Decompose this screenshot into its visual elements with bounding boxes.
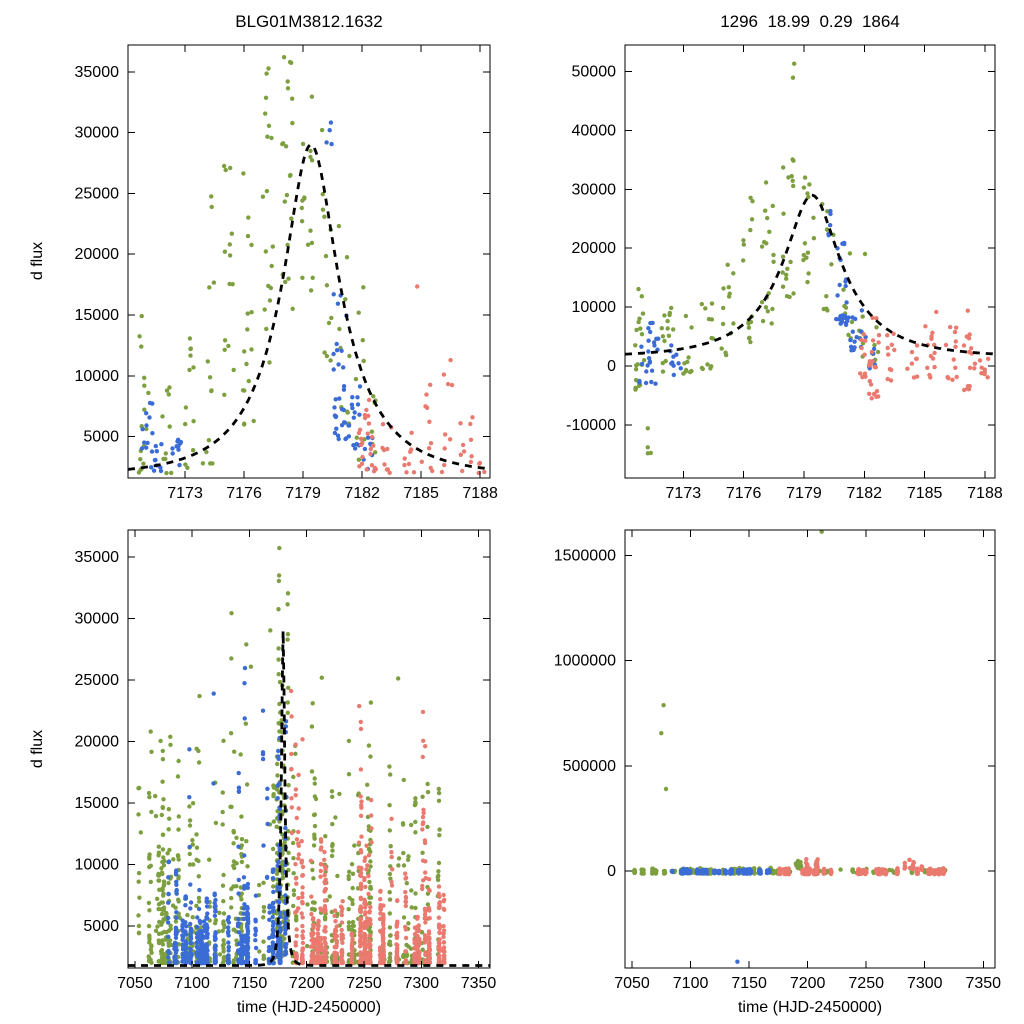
tick-labels: 7050 7100 7150 7200 7250 7300 7350 0 500000 10000… xyxy=(554,547,1001,992)
x-tick-label: 7250 xyxy=(346,975,382,992)
y-tick-label: 5000 xyxy=(83,918,119,935)
x-tick-label: 7150 xyxy=(731,975,767,992)
tick-labels: 7173 7176 7179 7182 7185 7188 -10000 0 10000 2000… xyxy=(566,64,1003,502)
y-tick-label: 50000 xyxy=(572,64,617,81)
x-tick-label: 7100 xyxy=(174,975,210,992)
x-tick-label: 7179 xyxy=(786,485,822,502)
x-tick-label: 7188 xyxy=(462,485,498,502)
x-tick-label: 7173 xyxy=(666,485,702,502)
scatter-points xyxy=(136,545,447,966)
x-tick-label: 7200 xyxy=(289,975,325,992)
x-axis-label-time-right: time (HJD-2450000) xyxy=(737,999,883,1016)
y-tick-label: 35000 xyxy=(75,549,120,566)
panel-bottom-left-full-season: d flux time (HJD-2450000) 7050 7100 7150 72… xyxy=(0,512,512,1024)
y-tick-label: 5000 xyxy=(83,429,119,446)
y-tick-label: 30000 xyxy=(572,181,617,198)
x-tick-label: 7050 xyxy=(614,975,650,992)
y-tick-label: 1000000 xyxy=(554,653,616,670)
panel-title-object-id: BLG01M3812.1632 xyxy=(235,12,383,31)
axes-frame-and-ticks xyxy=(624,529,996,969)
x-tick-label: 7150 xyxy=(232,975,268,992)
y-tick-label: 25000 xyxy=(75,185,120,202)
y-tick-label: -10000 xyxy=(566,417,616,434)
y-tick-label: 15000 xyxy=(75,307,120,324)
scatter-points xyxy=(631,530,948,964)
x-tick-label: 7300 xyxy=(403,975,439,992)
y-tick-label: 500000 xyxy=(563,758,616,775)
tick-labels: 7050 7100 7150 7200 7250 7300 7350 5000 10000 150… xyxy=(75,549,497,992)
y-tick-label: 10000 xyxy=(572,299,617,316)
axes-frame-and-ticks xyxy=(127,44,491,479)
y-tick-label: 15000 xyxy=(75,795,120,812)
y-tick-label: 20000 xyxy=(75,734,120,751)
x-tick-label: 7176 xyxy=(726,485,762,502)
x-tick-label: 7185 xyxy=(403,485,439,502)
x-tick-label: 7173 xyxy=(167,485,203,502)
x-axis-label-time-left: time (HJD-2450000) xyxy=(236,999,382,1016)
x-tick-label: 7188 xyxy=(967,485,1003,502)
x-tick-label: 7350 xyxy=(461,975,497,992)
x-tick-label: 7185 xyxy=(907,485,943,502)
x-tick-label: 7182 xyxy=(344,485,380,502)
y-tick-label: 25000 xyxy=(75,672,120,689)
scatter-points xyxy=(633,61,991,456)
panel-bottom-right-full-range: time (HJD-2450000) 7050 7100 7150 7200 7250 7… xyxy=(512,512,1024,1024)
x-tick-label: 7200 xyxy=(790,975,826,992)
y-tick-label: 0 xyxy=(607,863,616,880)
y-tick-label: 35000 xyxy=(75,64,120,81)
y-tick-label: 10000 xyxy=(75,857,120,874)
y-tick-label: 1500000 xyxy=(554,547,616,564)
y-tick-label: 20000 xyxy=(572,240,617,257)
y-tick-label: 10000 xyxy=(75,368,120,385)
plot-top-right: 7173 7176 7179 7182 7185 7188 -10000 0 10000 2000… xyxy=(566,44,1003,502)
x-tick-label: 7179 xyxy=(285,485,321,502)
x-tick-label: 7250 xyxy=(848,975,884,992)
x-tick-label: 7176 xyxy=(226,485,262,502)
scatter-points xyxy=(136,55,487,476)
y-tick-label: 0 xyxy=(607,358,616,375)
panel-top-right-fit-params: 1296 18.99 0.29 1864 7173 7176 7179 7182 718… xyxy=(512,0,1024,512)
plot-bottom-left: 7050 7100 7150 7200 7250 7300 7350 5000 10000 150… xyxy=(75,529,497,992)
x-tick-label: 7100 xyxy=(673,975,709,992)
plot-top-left: 7173 7176 7179 7182 7185 7188 5000 10000 15000 20… xyxy=(75,44,499,502)
x-tick-label: 7300 xyxy=(907,975,943,992)
y-tick-label: 40000 xyxy=(572,122,617,139)
y-tick-label: 30000 xyxy=(75,611,120,628)
y-tick-label: 30000 xyxy=(75,125,120,142)
panel-title-fit-parameters: 1296 18.99 0.29 1864 xyxy=(720,12,900,31)
tick-labels: 7173 7176 7179 7182 7185 7188 5000 10000 15000 20… xyxy=(75,64,499,502)
plot-bottom-right: 7050 7100 7150 7200 7250 7300 7350 0 500000 10000… xyxy=(554,529,1001,992)
y-tick-label: 20000 xyxy=(75,246,120,263)
x-tick-label: 7050 xyxy=(117,975,153,992)
axes-frame-and-ticks xyxy=(127,529,491,969)
model-curve xyxy=(128,143,490,471)
panel-top-left-zoom-fit: BLG01M3812.1632 d flux 7173 7176 7179 7182 7… xyxy=(0,0,512,512)
x-tick-label: 7350 xyxy=(965,975,1001,992)
axes-frame-and-ticks xyxy=(624,44,996,479)
x-tick-label: 7182 xyxy=(846,485,882,502)
model-curve xyxy=(128,630,490,967)
